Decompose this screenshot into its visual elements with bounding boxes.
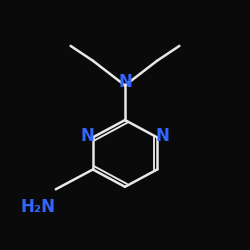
Text: N: N <box>81 127 95 145</box>
Text: N: N <box>155 127 169 145</box>
Text: H₂N: H₂N <box>21 198 56 216</box>
Text: N: N <box>118 73 132 91</box>
